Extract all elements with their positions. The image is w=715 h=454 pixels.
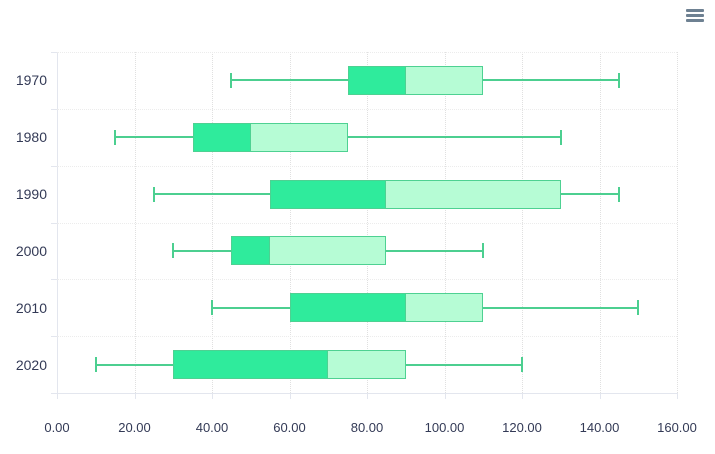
x-axis-label: 80.00 — [350, 420, 384, 435]
box-lower-segment — [173, 350, 329, 380]
whisker-cap-max — [617, 186, 620, 202]
whisker-cap-max — [482, 243, 485, 259]
x-axis-tick — [289, 393, 291, 399]
boxplot-box[interactable] — [270, 179, 561, 209]
whisker-cap-min — [152, 186, 155, 202]
y-axis-tick — [51, 336, 57, 338]
boxplot-box[interactable] — [231, 236, 387, 266]
menu-bar — [686, 13, 704, 17]
x-axis-tick — [444, 393, 446, 399]
box-lower-segment — [192, 122, 251, 152]
x-axis-label: 100.00 — [424, 420, 465, 435]
whisker-cap-min — [172, 243, 175, 259]
boxplot-box[interactable] — [192, 122, 348, 152]
boxplot-box[interactable] — [347, 65, 484, 95]
menu-bar — [686, 18, 704, 22]
whisker-cap-min — [230, 72, 233, 88]
x-axis-label: 60.00 — [273, 420, 306, 435]
menu-icon[interactable] — [686, 9, 704, 22]
box-lower-segment — [289, 293, 406, 323]
row-boundary-line — [57, 279, 677, 281]
box-lower-segment — [347, 65, 406, 95]
x-axis-tick — [522, 393, 523, 399]
y-axis-label: 1990 — [15, 186, 47, 203]
whisker-cap-min — [114, 129, 117, 145]
x-gridline — [677, 52, 678, 393]
menu-bar — [686, 9, 704, 12]
box-lower-segment — [231, 236, 271, 266]
y-axis-tick — [51, 52, 57, 53]
y-axis-tick — [51, 165, 57, 167]
y-axis-tick — [51, 279, 57, 281]
x-axis-label: 40.00 — [195, 420, 229, 435]
x-axis-tick — [134, 393, 136, 399]
y-axis-tick — [51, 222, 57, 224]
x-axis-label: 120.00 — [502, 420, 542, 435]
y-axis-label: 2000 — [15, 242, 47, 259]
x-axis-label: 140.00 — [579, 420, 620, 435]
y-axis-label: 1970 — [15, 72, 47, 89]
x-axis-label: 20.00 — [118, 420, 151, 435]
box-lower-segment — [270, 179, 387, 209]
whisker-cap-max — [521, 357, 523, 373]
row-boundary-line — [57, 336, 677, 338]
y-axis-tick — [51, 108, 57, 110]
row-boundary-line — [57, 222, 677, 224]
x-axis-tick — [367, 393, 368, 399]
whisker-cap-min — [211, 300, 213, 316]
x-axis-label: 0.00 — [44, 420, 70, 435]
row-boundary-line — [57, 108, 677, 110]
y-axis-label: 2010 — [15, 299, 47, 316]
whisker-cap-min — [94, 357, 97, 373]
y-axis-tick — [51, 393, 57, 394]
x-axis-label: 160.00 — [657, 420, 697, 435]
x-axis-tick — [212, 393, 213, 399]
y-axis-label: 2020 — [15, 356, 47, 373]
whisker-cap-max — [559, 129, 562, 145]
x-axis-line — [57, 393, 677, 394]
whisker-cap-max — [617, 72, 620, 88]
row-boundary-line — [57, 52, 677, 53]
whisker-cap-max — [637, 300, 640, 316]
x-axis-tick — [599, 393, 601, 399]
row-boundary-line — [57, 165, 677, 167]
x-axis-tick — [57, 393, 58, 399]
x-axis-tick — [677, 393, 678, 399]
boxplot-box[interactable] — [289, 293, 484, 323]
y-axis-label: 1980 — [15, 129, 47, 146]
boxplot-box[interactable] — [173, 350, 406, 380]
